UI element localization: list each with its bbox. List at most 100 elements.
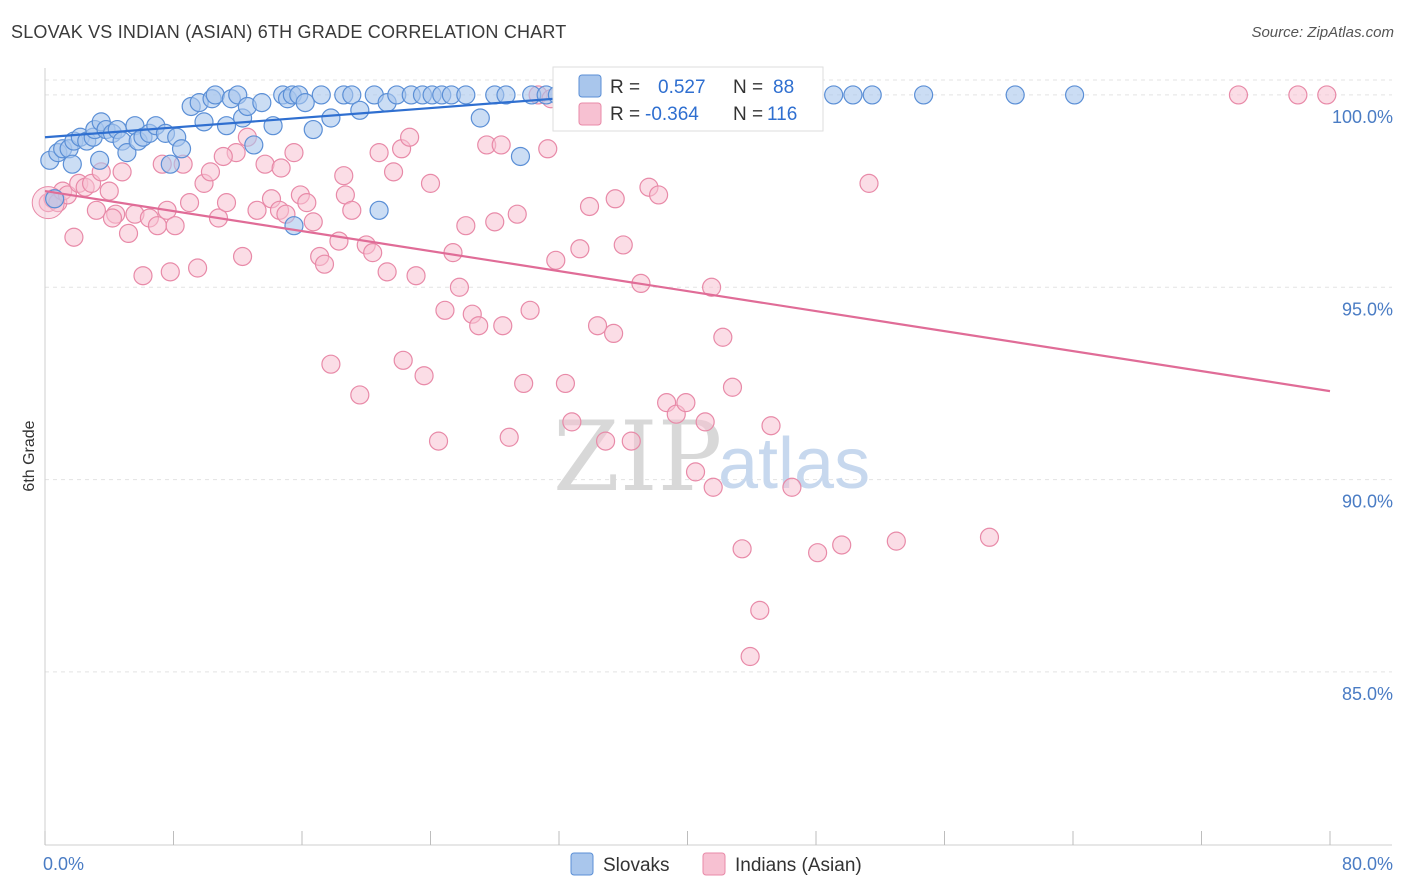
slovak-point (160, 154, 180, 174)
legend-indian-n-value: 116 (767, 104, 797, 125)
indian-point (701, 277, 722, 297)
indian-point (247, 200, 267, 220)
legend-indian-swatch (578, 102, 602, 126)
indian-point (377, 262, 397, 282)
y-tick-label: 90.0% (1342, 492, 1393, 512)
slovak-point (295, 93, 315, 113)
slovak-point (1005, 85, 1025, 105)
slovak-point (62, 154, 82, 174)
indian-point (147, 216, 168, 236)
grid-lines (45, 79, 1392, 673)
indian-point (342, 200, 362, 220)
indian-point (435, 300, 455, 320)
indian-point (314, 254, 335, 274)
slovak-point (510, 146, 531, 167)
indian-point (321, 354, 341, 374)
indian-point (979, 527, 1000, 547)
slovak-point (194, 112, 214, 132)
indian-point (886, 531, 906, 551)
bottom-legend-slovaks: Slovaks (603, 855, 670, 876)
indian-point (493, 316, 513, 336)
indian-point (676, 393, 696, 413)
legend-slovak-r-label: R = (610, 77, 640, 98)
legend-slovak-swatch (578, 74, 602, 98)
indian-point (255, 154, 275, 174)
slovak-point (303, 119, 323, 140)
indian-point (213, 146, 233, 167)
indian-points (31, 85, 1337, 667)
x-tick-label-min: 0.0% (43, 854, 84, 874)
slovak-point (496, 85, 516, 105)
bottom-legend-indians: Indians (Asian) (735, 855, 862, 876)
slovak-point (862, 85, 882, 105)
indian-point (613, 235, 633, 255)
indian-point (86, 200, 107, 220)
indian-point (216, 193, 237, 213)
indian-point (400, 127, 420, 147)
slovak-point (824, 85, 844, 105)
slovak-point (117, 143, 137, 163)
indian-point (449, 277, 470, 297)
indian-point (491, 135, 511, 155)
indian-point (383, 162, 404, 182)
slovak-point (252, 93, 272, 113)
indian-point (284, 143, 304, 163)
indian-point (102, 208, 123, 228)
indian-point (200, 162, 221, 182)
bottom-legend-indian-swatch (702, 852, 726, 876)
indian-point (485, 212, 505, 232)
slovak-point (1065, 85, 1085, 105)
indian-point (179, 193, 200, 213)
legend-slovak-r-value: 0.527 (658, 77, 706, 98)
slovak-point (342, 85, 362, 105)
indian-point (165, 216, 185, 236)
trend-lines (44, 89, 1331, 393)
indian-point (112, 162, 132, 182)
slovak-point (914, 85, 934, 105)
indian-point (303, 212, 323, 232)
indian-point (538, 139, 558, 159)
slovak-point (171, 139, 192, 159)
indian-point (832, 535, 852, 555)
indian-point (782, 477, 802, 497)
indian-point (133, 266, 153, 286)
y-tick-label: 100.0% (1332, 107, 1393, 127)
indian-point (187, 258, 208, 278)
indian-point (740, 646, 760, 667)
legend-indian-n-label: N = (733, 104, 763, 125)
indian-point (546, 250, 566, 270)
indian-point (555, 373, 576, 394)
y-tick-label: 95.0% (1342, 299, 1393, 319)
indian-point (507, 204, 527, 224)
bottom-legend-slovak-swatch (570, 852, 594, 876)
indian-point (621, 431, 641, 451)
indian-point (64, 227, 84, 247)
indian-point (393, 350, 413, 370)
indian-point (750, 600, 770, 620)
slovak-point (350, 100, 370, 120)
slovak-point (244, 135, 264, 155)
indian-point (1288, 85, 1308, 105)
legend-indian-r-value: -0.364 (645, 104, 699, 125)
slovak-point (216, 116, 237, 136)
slovak-point (90, 150, 110, 170)
slovak-point (311, 85, 331, 105)
watermark-zip: ZIP (553, 401, 722, 513)
series-legend: Slovaks Indians (Asian) (570, 852, 862, 876)
axes: 85.0% 90.0% 95.0% 100.0% 0.0% 80.0% 6th Grade (21, 68, 1393, 874)
x-tick-label-max: 80.0% (1342, 854, 1393, 874)
slovak-point (456, 85, 476, 105)
slovak-point (843, 85, 863, 105)
indian-point (1317, 85, 1337, 105)
slovak-point (369, 200, 389, 220)
indian-point (605, 189, 625, 209)
indian-point (363, 243, 383, 263)
indian-point (595, 431, 616, 451)
indian-point (732, 539, 752, 559)
indian-point (604, 323, 624, 344)
correlation-legend: R = 0.527 N = 88 R = -0.364 N = 116 (552, 66, 824, 132)
indian-point (685, 462, 706, 482)
indian-point (579, 196, 600, 217)
